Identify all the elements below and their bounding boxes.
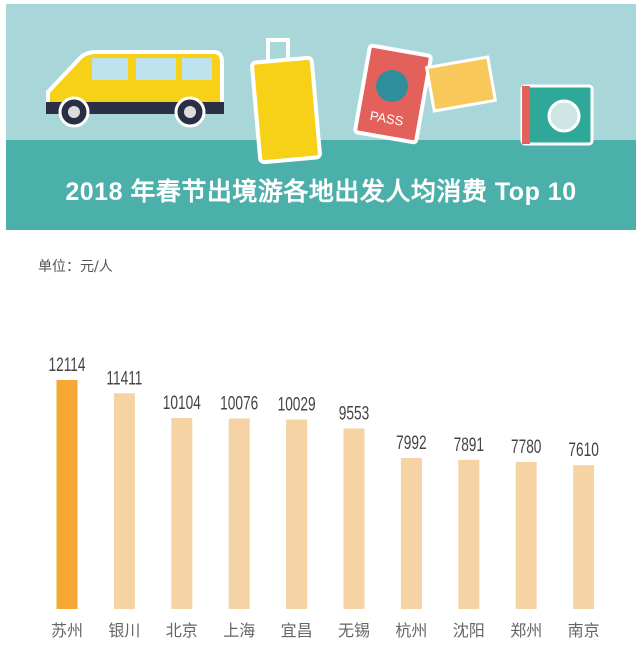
category-label: 无锡 [338, 621, 370, 640]
data-label: 11411 [106, 367, 142, 389]
data-label: 9553 [339, 402, 369, 424]
unit-label: 单位：元/人 [38, 259, 113, 275]
bar-9 [573, 465, 595, 609]
category-label: 宜昌 [281, 621, 313, 640]
bar-4 [286, 419, 308, 609]
category-label: 北京 [166, 621, 198, 640]
data-label: 10076 [220, 392, 258, 414]
category-label: 杭州 [395, 621, 427, 640]
header-illustrations: PASS [46, 38, 594, 165]
data-label: 7610 [568, 439, 598, 461]
bar-2 [171, 417, 193, 609]
camera-icon [520, 84, 594, 146]
bar-6 [400, 457, 422, 609]
category-label: 沈阳 [453, 621, 485, 640]
category-label: 上海 [223, 621, 255, 640]
data-label: 7891 [454, 434, 484, 456]
category-label: 郑州 [510, 621, 542, 640]
category-label: 银川 [108, 621, 140, 640]
data-label: 7992 [396, 432, 426, 454]
category-label: 南京 [568, 621, 600, 640]
ticket-icon [424, 55, 498, 113]
suitcase-icon [250, 38, 322, 165]
van-icon [46, 50, 224, 128]
data-label: 10029 [278, 393, 316, 415]
data-label: 7780 [511, 436, 541, 458]
data-label: 10104 [163, 392, 201, 414]
bar-5 [343, 428, 365, 609]
bar-1 [113, 393, 135, 609]
chart-title: 2018 年春节出境游各地出发人均消费 Top 10 [65, 178, 577, 206]
bar-8 [515, 461, 537, 609]
passport-text: PASS [369, 108, 405, 129]
bar-7 [458, 459, 480, 609]
bar-3 [228, 418, 250, 609]
data-label: 12114 [48, 354, 85, 376]
passport-icon: PASS [353, 43, 433, 145]
category-label: 苏州 [51, 621, 83, 640]
bar-0 [56, 380, 78, 609]
